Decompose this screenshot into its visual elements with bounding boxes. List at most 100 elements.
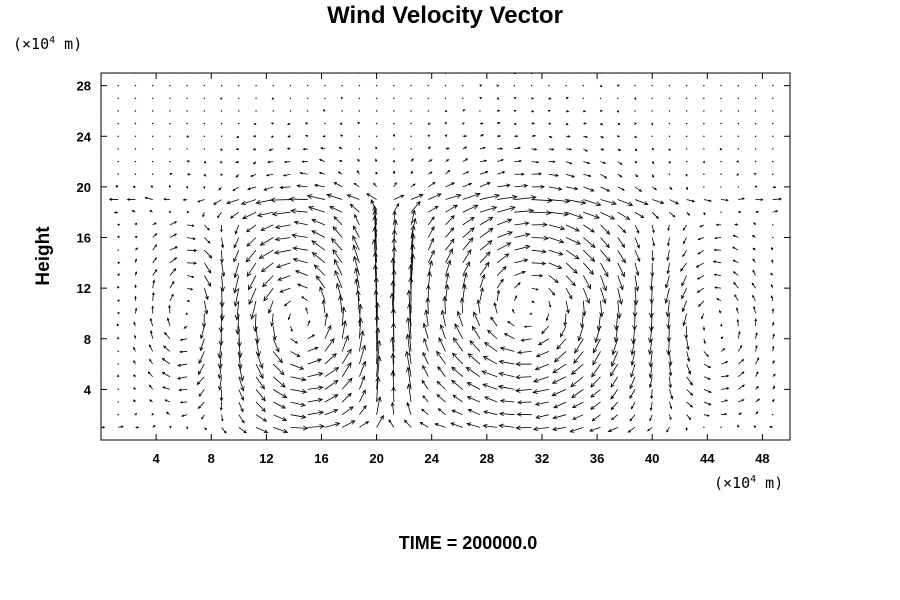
wind-vector xyxy=(390,370,396,390)
wind-vector xyxy=(531,222,548,228)
wind-vector xyxy=(719,147,723,151)
wind-vector xyxy=(255,97,257,100)
wind-vector xyxy=(600,211,616,220)
wind-vector xyxy=(235,313,241,335)
wind-vector xyxy=(185,186,189,189)
wind-vector xyxy=(718,309,722,314)
wind-vector xyxy=(421,408,429,415)
wind-vector xyxy=(134,110,137,112)
wind-vector xyxy=(651,237,656,247)
wind-vector xyxy=(734,294,739,302)
wind-vector xyxy=(462,237,474,251)
wind-vector xyxy=(169,293,174,301)
wind-vector xyxy=(357,158,360,162)
wind-vector xyxy=(599,109,603,113)
wind-vector xyxy=(218,313,224,334)
wind-vector xyxy=(307,205,326,213)
wind-vector xyxy=(547,110,551,113)
wind-vector xyxy=(617,199,634,207)
wind-vector xyxy=(720,122,722,125)
wind-vector xyxy=(648,300,654,319)
wind-vector xyxy=(667,224,670,232)
wind-vector xyxy=(772,110,774,112)
wind-vector xyxy=(514,208,535,214)
wind-vector xyxy=(198,351,205,365)
wind-vector xyxy=(333,182,343,188)
wind-vector xyxy=(134,160,137,163)
wind-vector xyxy=(272,338,280,353)
wind-vector xyxy=(255,401,266,413)
wind-vector xyxy=(444,84,447,87)
wind-vector xyxy=(719,323,723,327)
wind-vector xyxy=(753,425,757,429)
wind-vector xyxy=(600,249,611,262)
wind-vector xyxy=(134,97,137,100)
wind-vector xyxy=(703,186,705,188)
wind-vector xyxy=(479,110,481,112)
wind-vector xyxy=(720,173,722,175)
wind-vector xyxy=(572,414,584,420)
wind-vector xyxy=(772,413,774,416)
wind-vector xyxy=(617,262,625,278)
wind-vector xyxy=(482,383,498,390)
wind-vector xyxy=(353,182,360,188)
wind-vector xyxy=(560,325,567,338)
wind-vector xyxy=(669,211,676,218)
wind-vector xyxy=(149,329,154,339)
wind-vector xyxy=(332,249,343,264)
wind-vector xyxy=(497,183,511,188)
wind-vector xyxy=(583,211,601,219)
wind-vector xyxy=(754,160,757,163)
wind-vector xyxy=(101,413,102,416)
wind-vector xyxy=(737,97,740,100)
wind-vector xyxy=(565,262,578,274)
wind-vector xyxy=(219,402,223,411)
wind-vector xyxy=(703,122,705,125)
wind-vector xyxy=(311,218,326,226)
wind-vector xyxy=(668,84,671,87)
wind-vector xyxy=(375,135,378,137)
wind-vector xyxy=(132,185,136,189)
wind-vector xyxy=(444,73,447,75)
wind-vector xyxy=(359,375,366,390)
wind-vector xyxy=(754,97,757,100)
wind-vector xyxy=(507,320,515,327)
wind-vector xyxy=(116,323,120,327)
wind-vector xyxy=(532,388,549,395)
wind-vector xyxy=(685,135,688,137)
wind-vector xyxy=(169,246,179,251)
wind-vector xyxy=(370,199,377,213)
wind-vector xyxy=(651,97,653,100)
wind-vector xyxy=(203,110,206,112)
wind-vector xyxy=(498,371,515,378)
wind-vector xyxy=(650,262,655,278)
wind-vector xyxy=(590,376,601,388)
wind-vector xyxy=(630,363,636,378)
wind-vector xyxy=(226,199,239,205)
wind-vector xyxy=(294,270,308,276)
wind-vector xyxy=(772,333,775,339)
wind-vector xyxy=(445,159,450,162)
wind-vector xyxy=(534,363,550,371)
wind-vector xyxy=(287,135,291,138)
wind-vector xyxy=(352,255,360,276)
wind-vector xyxy=(427,73,429,74)
wind-vector xyxy=(600,288,607,305)
wind-vector xyxy=(466,382,481,390)
wind-vector xyxy=(233,288,240,308)
wind-vector xyxy=(272,84,274,87)
wind-vector xyxy=(514,122,517,125)
wind-vector xyxy=(755,385,759,390)
wind-vector xyxy=(736,160,739,163)
wind-vector xyxy=(270,313,275,327)
wind-vector xyxy=(462,192,481,200)
wind-vector xyxy=(358,73,361,74)
wind-vector xyxy=(462,122,465,125)
wind-vector xyxy=(531,172,543,176)
wind-vector xyxy=(393,110,395,112)
wind-vector xyxy=(427,134,431,138)
wind-vector xyxy=(732,246,739,251)
wind-vector xyxy=(358,97,361,100)
wind-vector xyxy=(652,199,665,205)
wind-vector xyxy=(220,84,223,87)
